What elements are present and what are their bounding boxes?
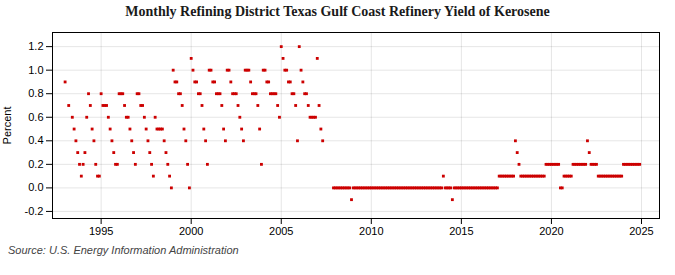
svg-text:1995: 1995 — [89, 225, 113, 237]
svg-text:2020: 2020 — [539, 225, 563, 237]
svg-text:2015: 2015 — [449, 225, 473, 237]
svg-text:0.2: 0.2 — [28, 158, 43, 170]
svg-text:0.0: 0.0 — [28, 181, 43, 193]
svg-text:2025: 2025 — [629, 225, 653, 237]
html-text:Monthly Refining District Texa: Monthly Refining District Texas Gulf Coa… — [125, 4, 550, 19]
svg-text:1.0: 1.0 — [28, 64, 43, 76]
svg-text:2005: 2005 — [269, 225, 293, 237]
svg-text:1.2: 1.2 — [28, 40, 43, 52]
svg-text:2010: 2010 — [359, 225, 383, 237]
svg-text:2000: 2000 — [179, 225, 203, 237]
svg-text:Percent: Percent — [1, 107, 13, 145]
svg-text:-0.2: -0.2 — [25, 205, 44, 217]
svg-text:0.8: 0.8 — [28, 87, 43, 99]
svg-text:0.4: 0.4 — [28, 134, 43, 146]
svg-text:0.6: 0.6 — [28, 111, 43, 123]
html-text:Source: U.S. Energy Informatio: Source: U.S. Energy Information Administ… — [8, 244, 239, 256]
